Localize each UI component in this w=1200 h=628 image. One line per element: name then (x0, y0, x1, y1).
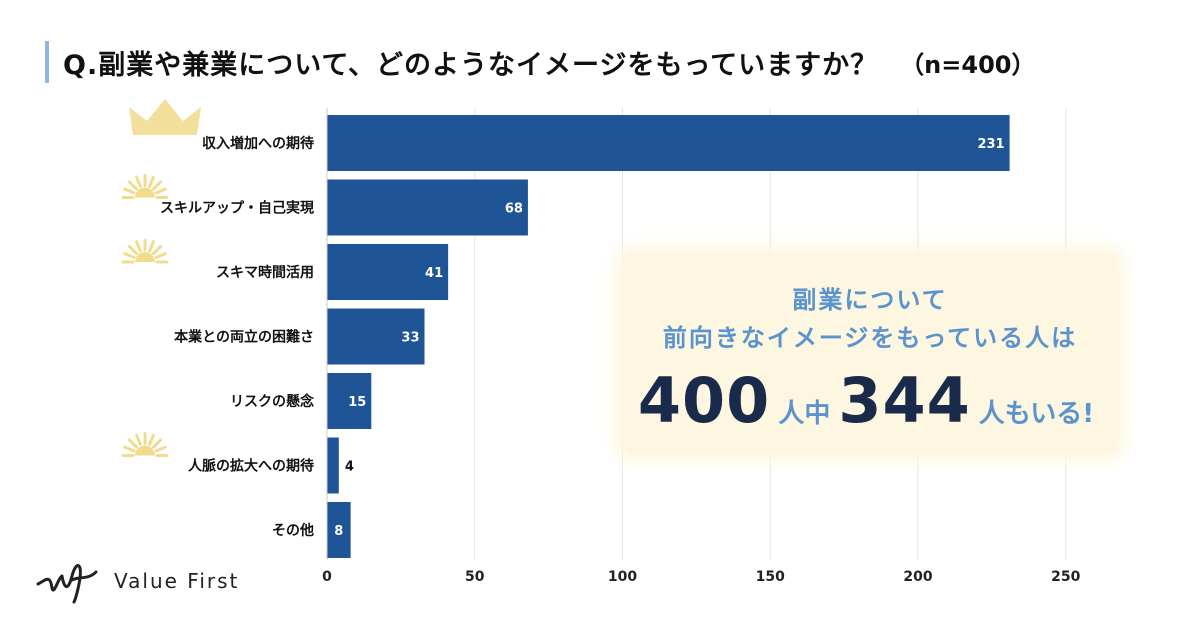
x-tick-label: 150 (756, 569, 785, 585)
summary-callout: 副業について 前向きなイメージをもっている人は 400 人中 344 人もいる! (622, 254, 1118, 454)
data-label: 33 (401, 331, 419, 346)
data-label: 41 (425, 266, 443, 281)
chart-title: Q.副業や兼業について、どのようなイメージをもっていますか？ （n=400） (45, 40, 1035, 84)
callout-stat-row: 400 人中 344 人もいる! (622, 364, 1118, 437)
data-label: 15 (348, 395, 366, 410)
bar (327, 373, 372, 429)
x-tick-label: 250 (1051, 569, 1080, 585)
brand-logo: Value First (36, 558, 239, 604)
category-label: 人脈の拡大への期待 (188, 458, 314, 475)
title-accent-bar (45, 41, 49, 83)
data-label: 4 (345, 460, 354, 475)
data-label: 68 (505, 202, 523, 217)
callout-suffix: 人もいる! (978, 399, 1095, 429)
x-tick-label: 100 (608, 569, 637, 585)
callout-count: 344 (838, 364, 971, 437)
data-label: 231 (977, 137, 1004, 152)
crown-icon (129, 99, 201, 135)
bar (327, 115, 1010, 171)
bar (327, 437, 339, 494)
bar (327, 179, 528, 236)
category-label: リスクの懸念 (230, 393, 315, 410)
title-sample-size: （n=400） (900, 50, 1036, 79)
sun-icon (121, 238, 169, 264)
title-question: Q.副業や兼業について、どのようなイメージをもっていますか？ (63, 49, 879, 81)
logo-text: Value First (114, 569, 240, 593)
callout-total: 400 (637, 364, 771, 437)
bar (327, 244, 449, 300)
x-tick-label: 50 (465, 569, 485, 585)
category-label: その他 (272, 522, 314, 539)
data-label: 8 (334, 524, 343, 539)
callout-middle: 人中 (778, 399, 831, 429)
bar (327, 308, 425, 365)
wf-signature-logo-icon (36, 564, 98, 604)
callout-line2: 前向きなイメージをもっている人は (662, 324, 1078, 352)
bar (327, 502, 351, 558)
category-label: スキルアップ・自己実現 (160, 200, 314, 217)
sun-icon (121, 174, 169, 199)
x-tick-label: 0 (322, 569, 332, 585)
category-label: 収入増加への期待 (202, 135, 314, 152)
x-tick-label: 200 (903, 569, 932, 585)
sun-icon (121, 432, 169, 457)
category-label: 本業との両立の困難さ (174, 329, 314, 346)
category-label: スキマ時間活用 (216, 264, 314, 281)
callout-line1: 副業について (792, 286, 948, 314)
